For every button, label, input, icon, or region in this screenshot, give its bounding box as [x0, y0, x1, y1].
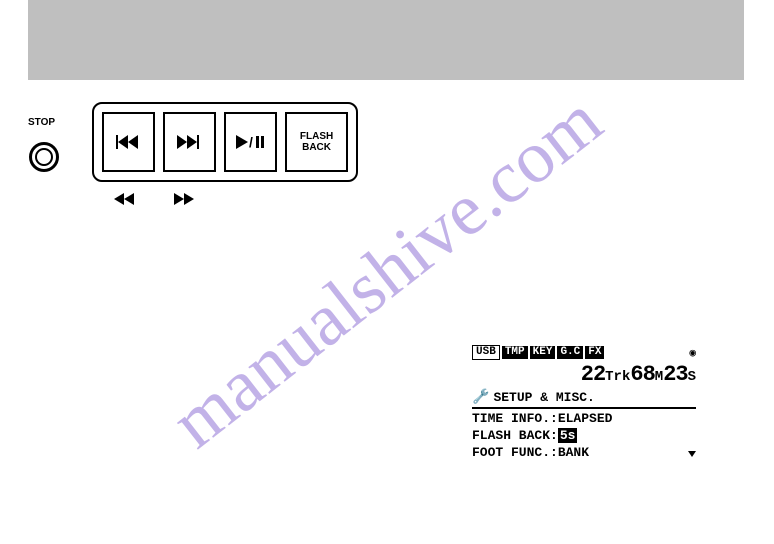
flash-back-button[interactable]: FLASH BACK [285, 112, 348, 172]
pill-tmp: TMP [502, 346, 528, 359]
signal-icon: ◉ [689, 346, 696, 360]
stop-label: STOP [28, 117, 55, 128]
chevron-down-icon [688, 451, 696, 457]
m-label: M [655, 369, 663, 385]
next-track-button[interactable] [163, 112, 216, 172]
lcd-line-flash-back: FLASH BACK:5s [472, 428, 696, 443]
svg-text:/: / [249, 135, 253, 149]
lcd-display: USB TMP KEY G.C FX ◉ 22Trk68M23S 🔧 SETUP… [472, 345, 696, 460]
pill-fx: FX [585, 346, 604, 359]
section-title: SETUP & MISC. [493, 390, 594, 405]
pill-gc: G.C [557, 346, 583, 359]
trk-label: Trk [605, 369, 630, 385]
seconds: 23 [663, 362, 687, 387]
time-info-label: TIME INFO.: [472, 411, 558, 426]
rewind-icon [114, 192, 136, 208]
s-label: S [688, 369, 696, 385]
foot-func-label: FOOT FUNC.: [472, 445, 558, 460]
lcd-line-time-info: TIME INFO.:ELAPSED [472, 411, 696, 426]
foot-func-value: BANK [558, 445, 589, 460]
flash-back-label: FLASH BACK [300, 131, 333, 153]
flash-back-label: FLASH BACK: [472, 428, 558, 443]
stop-button[interactable] [29, 142, 59, 172]
pill-key: KEY [530, 346, 556, 359]
header-bar [28, 0, 744, 80]
lcd-time-row: 22Trk68M23S [472, 362, 696, 387]
wrench-icon: 🔧 [472, 389, 489, 406]
transport-panel: / FLASH BACK [92, 102, 358, 182]
lcd-section-row: 🔧 SETUP & MISC. [472, 389, 696, 409]
lcd-status-row: USB TMP KEY G.C FX ◉ [472, 345, 696, 360]
minutes: 68 [630, 362, 654, 387]
skip-forward-icon [177, 135, 203, 149]
flash-back-value: 5s [558, 428, 578, 443]
prev-track-button[interactable] [102, 112, 155, 172]
fast-forward-icon [174, 192, 196, 208]
play-pause-icon: / [236, 135, 266, 149]
lcd-line-foot-func: FOOT FUNC.:BANK [472, 445, 696, 460]
track-number: 22 [581, 362, 605, 387]
pill-usb: USB [472, 345, 500, 360]
time-info-value: ELAPSED [558, 411, 613, 426]
play-pause-button[interactable]: / [224, 112, 277, 172]
skip-back-icon [116, 135, 142, 149]
